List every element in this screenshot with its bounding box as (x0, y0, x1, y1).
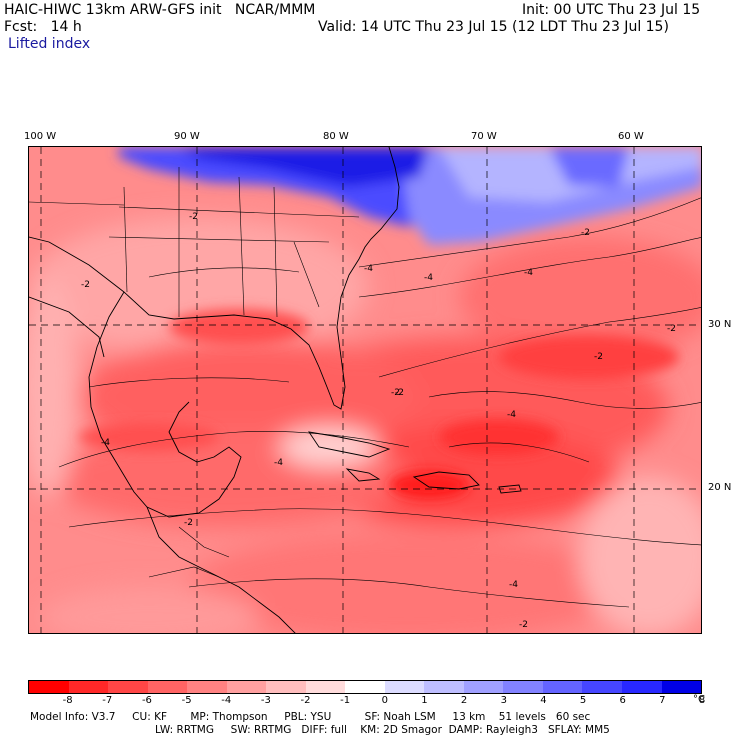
contour-label: -2 (594, 352, 603, 362)
model-info-line2: LW: RRTMG SW: RRTMG DIFF: full KM: 2D Sm… (155, 724, 610, 736)
legend-tick-label: 5 (579, 695, 587, 706)
legend-tick-label: -5 (181, 695, 192, 706)
contour-label: -4 (364, 264, 373, 274)
legend-swatch (108, 681, 148, 693)
legend-swatch (68, 681, 109, 693)
legend-swatch (542, 681, 583, 693)
contour-label: -2 (581, 228, 590, 238)
model-info-line1: Model Info: V3.7 CU: KF MP: Thompson PBL… (30, 711, 591, 723)
legend-swatch (266, 681, 306, 693)
legend-tick-label: -2 (300, 695, 311, 706)
contour-label: -2 (81, 280, 90, 290)
contour-label: -2 (189, 212, 198, 222)
contours (58, 197, 701, 608)
legend-tick-label: 3 (500, 695, 507, 706)
legend-tick-label: 0 (381, 695, 388, 706)
lon-label-80w: 80 W (323, 131, 349, 142)
lifted-index-map: -2 -4 -2 -4 -2 -4 -2 -2 -4 -4 -2 -4 -2 -… (28, 146, 702, 634)
contour-label: -2 (519, 620, 528, 630)
legend-tick-label: -3 (260, 695, 271, 706)
legend-swatch (582, 681, 622, 693)
contour-label: -4 (101, 438, 110, 448)
field-name: Lifted index (8, 36, 91, 52)
legend-unit: °C (693, 694, 705, 705)
init-time: Init: 00 UTC Thu 23 Jul 15 (522, 2, 701, 18)
legend-tick-label: 2 (460, 695, 468, 706)
contour-label: -2 (391, 388, 400, 398)
legend-swatch (463, 681, 504, 693)
legend-tick-label: 8 (698, 695, 706, 706)
forecast-hour: Fcst: 14 h (4, 19, 82, 35)
lon-label-100w: 100 W (24, 131, 57, 142)
graticule (29, 147, 701, 633)
legend-tick-label: 7 (659, 695, 666, 706)
stable-region-blue (119, 147, 701, 245)
map-canvas: -2 -4 -2 -4 -2 -4 -2 -2 -4 -4 -2 -4 -2 -… (29, 147, 701, 633)
legend-swatch (424, 681, 464, 693)
legend-swatch (384, 681, 425, 693)
legend-swatch (147, 681, 188, 693)
title-line: HAIC-HIWC 13km ARW-GFS init NCAR/MMM (4, 2, 316, 18)
legend-tick-label: -6 (141, 695, 152, 706)
legend-tick-label: 1 (421, 695, 428, 706)
lon-label-60w: 60 W (618, 131, 644, 142)
legend-swatch (226, 681, 267, 693)
lat-label-30n: 30 N (708, 319, 732, 330)
lat-label-20n: 20 N (708, 482, 732, 493)
lon-label-90w: 90 W (174, 131, 200, 142)
legend-tick-label: 6 (619, 695, 626, 706)
legend-swatch (305, 681, 346, 693)
contour-label: -4 (274, 458, 283, 468)
legend-swatch (187, 681, 227, 693)
legend-tick-label: -8 (62, 695, 73, 706)
legend-color-bar (28, 680, 702, 694)
legend-swatch (661, 681, 702, 693)
lon-label-70w: 70 W (471, 131, 497, 142)
legend-swatch (503, 681, 543, 693)
contour-label: -4 (424, 273, 433, 283)
legend-swatch (345, 681, 385, 693)
valid-time: Valid: 14 UTC Thu 23 Jul 15 (12 LDT Thu … (318, 19, 669, 35)
state-borders (29, 167, 360, 578)
legend-tick-label: -1 (340, 695, 351, 706)
legend-tick-label: -7 (102, 695, 113, 706)
legend-swatch (29, 681, 69, 693)
contour-label: -2 (184, 518, 193, 528)
contour-label: -2 (395, 388, 404, 398)
contour-label: -2 (667, 324, 676, 334)
legend-tick-label: -4 (221, 695, 232, 706)
contour-label: -4 (524, 268, 533, 278)
contour-label: -4 (507, 410, 516, 420)
legend-tick-label: 4 (540, 695, 547, 706)
contour-label-layer: -2 -4 -2 -4 -2 -4 -2 -2 -4 -4 -2 -4 -2 -… (81, 212, 676, 630)
contour-label: -4 (509, 580, 518, 590)
legend-swatch (621, 681, 662, 693)
